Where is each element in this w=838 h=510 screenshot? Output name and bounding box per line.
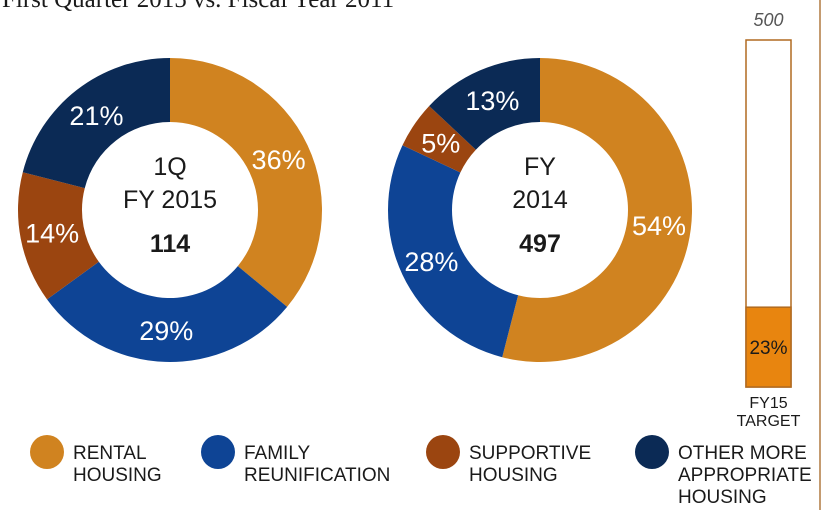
legend-swatch <box>426 435 460 469</box>
legend-label: REUNIFICATION <box>244 465 390 486</box>
center-text: FY 2015 <box>123 186 217 214</box>
value-label: 54% <box>632 211 686 241</box>
legend-label: SUPPORTIVE <box>469 443 591 464</box>
wedge <box>387 145 519 358</box>
value-label: 23% <box>749 338 787 359</box>
value-label: 5% <box>421 129 460 159</box>
center-value: 497 <box>519 230 561 258</box>
legend-label: RENTAL <box>73 443 147 464</box>
target-label: 500 <box>753 10 783 30</box>
legend-label: OTHER MORE <box>678 443 807 464</box>
value-label: 36% <box>252 145 306 175</box>
legend-swatch <box>635 435 669 469</box>
value-label: 21% <box>69 101 123 131</box>
title: First Quarter 2015 vs. Fiscal Year 2011 <box>2 0 394 13</box>
value-label: 13% <box>465 86 519 116</box>
bar-label: FY15 <box>749 395 787 412</box>
legend-label: FAMILY <box>244 443 310 464</box>
center-text: FY <box>524 153 556 181</box>
value-label: 29% <box>139 316 193 346</box>
wedge <box>170 58 322 307</box>
wedge <box>502 58 693 362</box>
wedge <box>22 58 170 189</box>
center-text: 2014 <box>512 186 568 214</box>
legend-swatch <box>201 435 235 469</box>
legend-label: HOUSING <box>678 487 767 508</box>
legend-swatch <box>30 435 64 469</box>
bar-label: TARGET <box>737 413 801 430</box>
wedge <box>402 105 476 173</box>
center-text: 1Q <box>153 153 186 181</box>
center-value: 114 <box>150 230 190 258</box>
wedge <box>429 58 540 150</box>
value-label: 28% <box>404 247 458 277</box>
legend-label: HOUSING <box>469 465 558 486</box>
legend-label: APPROPRIATE <box>678 465 812 486</box>
wedge <box>47 261 288 363</box>
wedge <box>18 172 99 300</box>
value-label: 14% <box>25 218 79 248</box>
bar <box>745 306 792 388</box>
legend-label: HOUSING <box>73 465 162 486</box>
